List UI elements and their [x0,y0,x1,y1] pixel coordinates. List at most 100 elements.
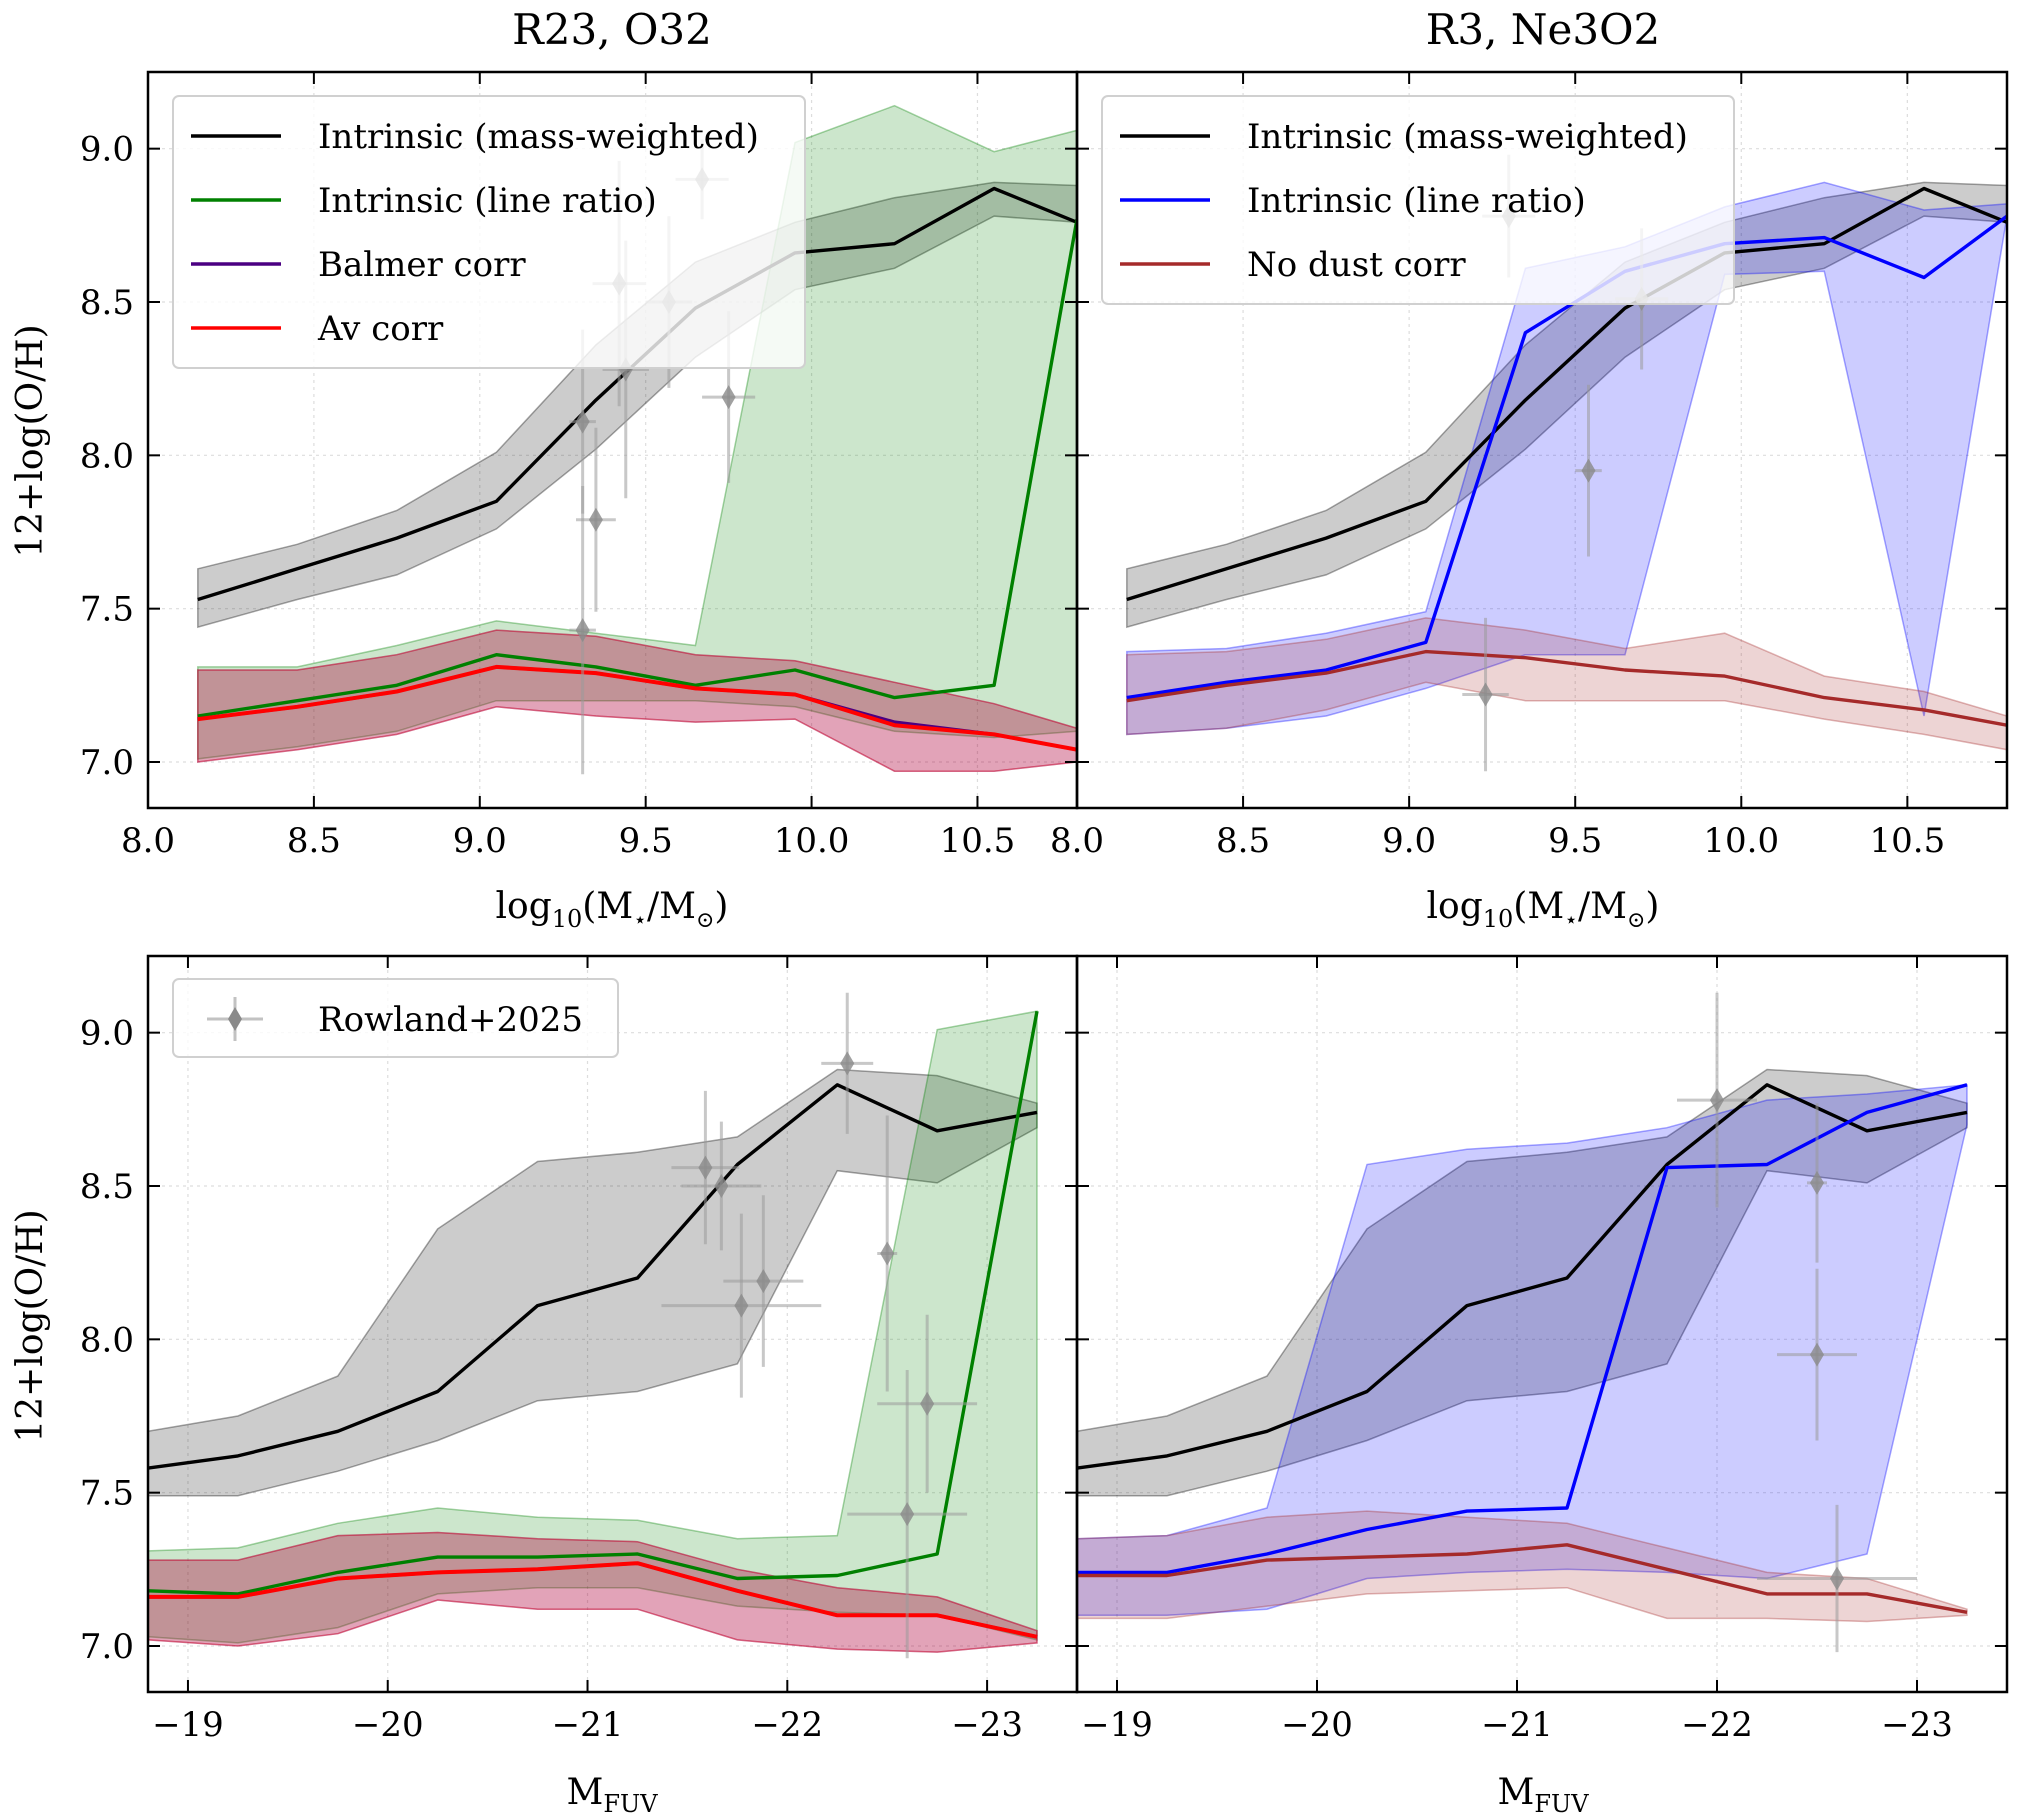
legend-label: Intrinsic (mass-weighted) [1247,117,1688,157]
x-tick-label: 8.0 [1050,821,1104,861]
x-tick-label: 8.5 [287,821,341,861]
plot-area [1077,992,1968,1653]
legend: Intrinsic (mass-weighted) Intrinsic (line… [172,95,806,369]
legend-label: Intrinsic (line ratio) [1247,181,1586,221]
y-tick-label: 8.0 [80,436,134,476]
band-line_ratio_right [1077,1083,1968,1617]
legend-label: Av corr [317,309,444,349]
axes-frame [1075,954,2009,1694]
y-tick-label: 7.0 [80,743,134,783]
y-tick-label: 7.5 [80,590,134,630]
legend-box [1101,95,1735,305]
band-mass_weighted [1126,181,2007,629]
column-title-left: R23, O32 [512,5,712,54]
line-no_dust [1126,649,2007,727]
obs-point [1830,1566,1844,1591]
band-av [197,629,1077,772]
panel-bottom-right: −19 −20 −21 −22 −23 [1075,954,2009,1745]
legend-box [172,978,619,1058]
legend-label: Balmer corr [318,245,526,285]
line-line_ratio_left [197,218,1077,718]
y-tick-label: 9.0 [80,1014,134,1054]
band-line_ratio_left [148,1010,1038,1644]
band-balmer [197,629,1077,772]
column-title-right: R3, Ne3O2 [1426,5,1661,54]
x-tick-label: 9.0 [453,821,507,861]
legend-label: Intrinsic (line ratio) [318,181,657,221]
panel-top-right: 8.0 8.5 9.0 9.5 10.0 10.5 Intrinsic (mass-weig… [1050,70,2009,861]
obs-point [1581,458,1596,483]
line-line_ratio_left [148,1010,1039,1596]
y-tick-label: 8.5 [80,1167,134,1207]
obs-point [900,1502,915,1527]
panel-bottom-left: −19 −20 −21 −22 −23 7.0 7.5 8.0 8.5 9.0 Rowland+20… [80,954,1079,1745]
x-tick-label: −23 [951,1705,1023,1745]
band-line_ratio_right [1126,181,2007,736]
band-no_dust [1077,1510,1968,1623]
x-tick-label: 8.5 [1216,821,1270,861]
x-tick-label: 10.0 [1703,821,1779,861]
y-axis-title-top: 12+log(O/H) [10,324,51,557]
y-tick-label: 7.0 [80,1627,134,1667]
x-tick-label: 10.5 [940,821,1016,861]
obs-point [721,385,736,410]
obs-point [714,1174,729,1198]
obs-point [1478,682,1493,707]
y-tick-label: 9.0 [80,130,134,170]
obs-point [1810,1342,1824,1367]
x-axis-title-fuv-right: MFUV [1497,1772,1589,1818]
x-tick-label: −19 [152,1705,224,1745]
x-tick-label: 9.5 [1548,821,1602,861]
y-axis-title-bottom: 12+log(O/H) [10,1209,51,1442]
plot-area [148,992,1039,1659]
band-mass_weighted [148,1068,1038,1497]
obs-point [698,1155,713,1180]
obs-point [1710,1088,1724,1113]
x-tick-label: 9.5 [619,821,673,861]
obs-point [920,1391,935,1416]
legend-box [172,95,806,369]
obs-point [588,507,603,532]
x-tick-label: −20 [352,1705,424,1745]
x-tick-label: 8.0 [121,821,175,861]
x-tick-label: −21 [1481,1705,1553,1745]
y-tick-label: 8.5 [80,283,134,323]
band-av [148,1531,1038,1653]
legend-label: Rowland+2025 [318,1000,583,1040]
x-tick-label: −22 [1681,1705,1753,1745]
line-mass_weighted [1126,186,2007,602]
x-tick-label: 9.0 [1382,821,1436,861]
x-tick-label: −21 [552,1705,624,1745]
x-axis-title-mass-left: log10(M⋆/M⊙) [496,886,729,933]
band-line_ratio_left [197,104,1077,760]
x-tick-label: 10.5 [1870,821,1946,861]
y-tick-label: 7.5 [80,1474,134,1514]
axes-frame [1075,70,2009,810]
legend: Rowland+2025 [172,978,619,1058]
obs-point [1810,1170,1824,1195]
x-axis-title-mass-right: log10(M⋆/M⊙) [1427,886,1660,933]
panel-top-left: 8.0 8.5 9.0 9.5 10.0 10.5 7.0 7.5 8.0 8.5 9.0 Intri… [80,70,1079,861]
band-mass_weighted [1077,1068,1968,1497]
band-no_dust [1126,617,2007,751]
obs-point [575,409,590,434]
legend-label: No dust corr [1247,245,1466,285]
obs-point [840,1051,855,1076]
x-tick-label: −20 [1281,1705,1353,1745]
legend-label: Intrinsic (mass-weighted) [318,117,759,157]
obs-point [734,1293,749,1318]
band-mass_weighted [197,181,1077,629]
x-tick-label: −19 [1081,1705,1153,1745]
line-mass_weighted [148,1083,1038,1470]
obs-point [756,1269,771,1294]
x-tick-label: −23 [1881,1705,1953,1745]
x-tick-label: 10.0 [774,821,850,861]
legend-swatch-marker [228,1007,242,1031]
legend: Intrinsic (mass-weighted) Intrinsic (line… [1101,95,1735,305]
plot-area [197,104,1077,775]
x-axis-title-fuv-left: MFUV [566,1772,658,1818]
line-av [148,1561,1038,1639]
x-tick-label: −22 [751,1705,823,1745]
line-av [197,664,1077,752]
